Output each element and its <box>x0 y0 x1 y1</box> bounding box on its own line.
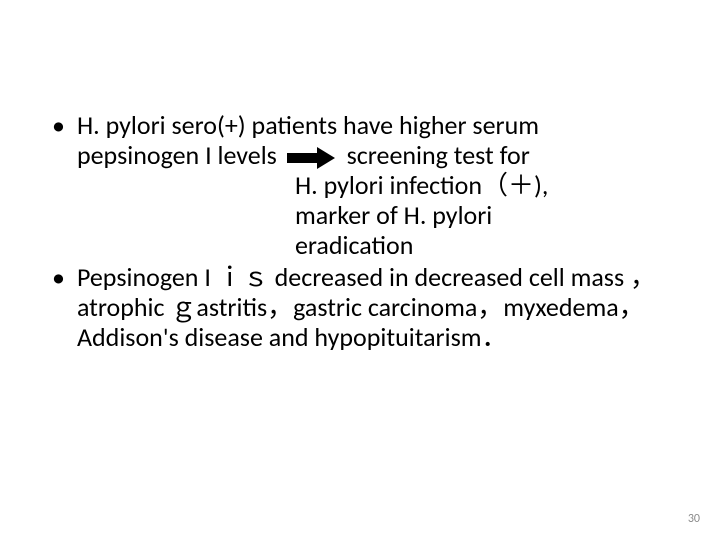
bullet-text-after-arrow: screening test for <box>347 139 530 171</box>
bullet-body: H. pylori sero(+) patients have higher s… <box>77 110 662 260</box>
bullet-body: Pepsinogen I ｉｓ decreased in decreased c… <box>77 262 662 352</box>
slide: • H. pylori sero(+) patients have higher… <box>0 0 720 540</box>
bullet-item: • H. pylori sero(+) patients have higher… <box>52 110 662 260</box>
page-number: 30 <box>688 512 700 526</box>
bullet-marker: • <box>52 262 77 292</box>
bullet-indent-line: eradication <box>77 230 662 260</box>
bullet-indent-line: marker of H. pylori <box>77 200 662 230</box>
slide-content: • H. pylori sero(+) patients have higher… <box>52 110 662 354</box>
bullet-text: Pepsinogen I ｉｓ decreased in decreased c… <box>77 261 656 353</box>
bullet-indent-line: H. pylori infection（＋), <box>77 170 662 200</box>
bullet-marker: • <box>52 110 77 140</box>
arrow-icon <box>287 147 335 169</box>
arrow-svg <box>287 147 335 169</box>
bullet-item: • Pepsinogen I ｉｓ decreased in decreased… <box>52 262 662 352</box>
